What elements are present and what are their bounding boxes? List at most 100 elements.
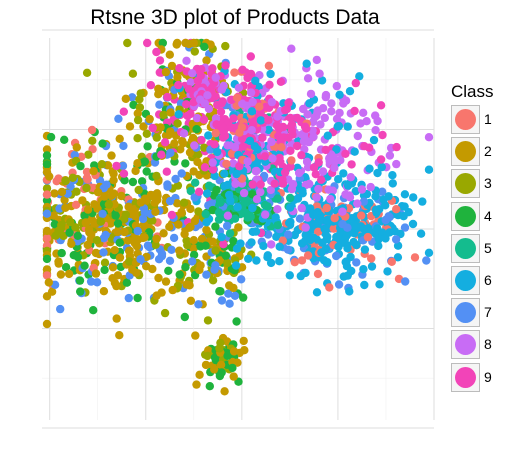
scatter-point	[211, 73, 220, 82]
scatter-point	[341, 96, 351, 105]
scatter-point	[202, 56, 211, 65]
scatter-point	[353, 131, 362, 141]
scatter-point	[189, 236, 198, 245]
scatter-point	[125, 246, 134, 255]
scatter-point	[96, 217, 106, 226]
scatter-point	[159, 110, 168, 120]
legend-swatch	[455, 334, 476, 356]
scatter-point	[343, 244, 352, 253]
legend-swatch	[455, 237, 476, 259]
scatter-point	[73, 231, 83, 240]
scatter-point	[312, 193, 321, 202]
scatter-point	[210, 171, 219, 181]
scatter-point	[225, 281, 234, 290]
scatter-point	[113, 219, 123, 228]
scatter-point	[124, 202, 133, 211]
scatter-point	[219, 123, 228, 133]
scatter-point	[343, 223, 352, 232]
scatter-point	[235, 162, 244, 171]
scatter-point	[279, 122, 288, 132]
scatter-point	[120, 227, 129, 237]
scatter-point	[98, 209, 107, 219]
scatter-point	[49, 211, 58, 220]
scatter-point	[223, 211, 233, 220]
scatter-point	[68, 173, 78, 182]
scatter-point	[183, 240, 192, 250]
scatter-point	[232, 244, 242, 253]
scatter-point	[305, 99, 314, 108]
scatter-point	[206, 40, 215, 49]
scatter-point	[124, 293, 133, 303]
scatter-point	[339, 169, 348, 178]
scatter-point	[295, 214, 305, 223]
scatter-point	[115, 134, 124, 143]
scatter-point	[213, 147, 222, 157]
scatter-point	[159, 229, 168, 238]
scatter-point	[273, 205, 282, 214]
scatter-point	[95, 176, 105, 185]
scatter-point	[297, 151, 306, 160]
legend-title: Class	[451, 82, 494, 101]
scatter-point	[188, 69, 197, 78]
scatter-point	[163, 92, 172, 102]
scatter-point	[191, 331, 200, 340]
scatter-point	[232, 317, 241, 326]
scatter-point	[301, 268, 310, 278]
scatter-point	[84, 150, 93, 159]
scatter-point	[344, 204, 354, 213]
scatter-point	[410, 253, 420, 262]
scatter-point	[290, 230, 299, 240]
scatter-point	[165, 222, 174, 231]
scatter-point	[93, 204, 102, 213]
scatter-point	[267, 97, 277, 107]
scatter-point	[261, 210, 270, 219]
scatter-point	[140, 233, 149, 242]
scatter-point	[381, 215, 390, 225]
scatter-point	[367, 262, 377, 271]
scatter-point	[135, 95, 144, 104]
scatter-point	[71, 200, 81, 209]
scatter-point	[188, 257, 197, 266]
scatter-point	[130, 237, 139, 247]
scatter-point	[237, 174, 247, 183]
scatter-point	[286, 113, 295, 123]
scatter-point	[392, 142, 401, 152]
scatter-point	[287, 44, 296, 53]
scatter-point	[378, 130, 387, 140]
scatter-point	[208, 165, 218, 174]
scatter-point	[160, 138, 170, 147]
scatter-point	[148, 216, 157, 225]
scatter-point	[142, 167, 151, 176]
scatter-point	[165, 50, 174, 59]
scatter-point	[324, 185, 333, 194]
scatter-point	[424, 133, 434, 142]
scatter-point	[173, 73, 182, 82]
scatter-point	[202, 225, 211, 235]
scatter-point	[338, 207, 347, 216]
scatter-point	[117, 191, 126, 201]
scatter-point	[266, 69, 275, 79]
scatter-point	[174, 80, 183, 90]
scatter-point	[313, 227, 323, 236]
scatter-point	[202, 218, 211, 227]
scatter-point	[409, 193, 418, 202]
scatter-point	[60, 195, 69, 205]
scatter-point	[231, 179, 240, 188]
scatter-point	[221, 251, 231, 260]
scatter-point	[202, 270, 211, 279]
scatter-point	[388, 179, 397, 188]
scatter-point	[81, 218, 91, 228]
legend-key	[451, 137, 480, 167]
scatter-point	[72, 187, 81, 196]
scatter-point	[148, 264, 157, 274]
scatter-point	[190, 216, 200, 226]
scatter-point	[363, 232, 373, 242]
scatter-point	[83, 205, 93, 214]
scatter-point	[54, 226, 63, 236]
scatter-point	[299, 104, 308, 114]
scatter-point	[391, 235, 401, 244]
scatter-point	[306, 235, 315, 245]
scatter-point	[88, 136, 97, 145]
scatter-point	[393, 253, 403, 262]
